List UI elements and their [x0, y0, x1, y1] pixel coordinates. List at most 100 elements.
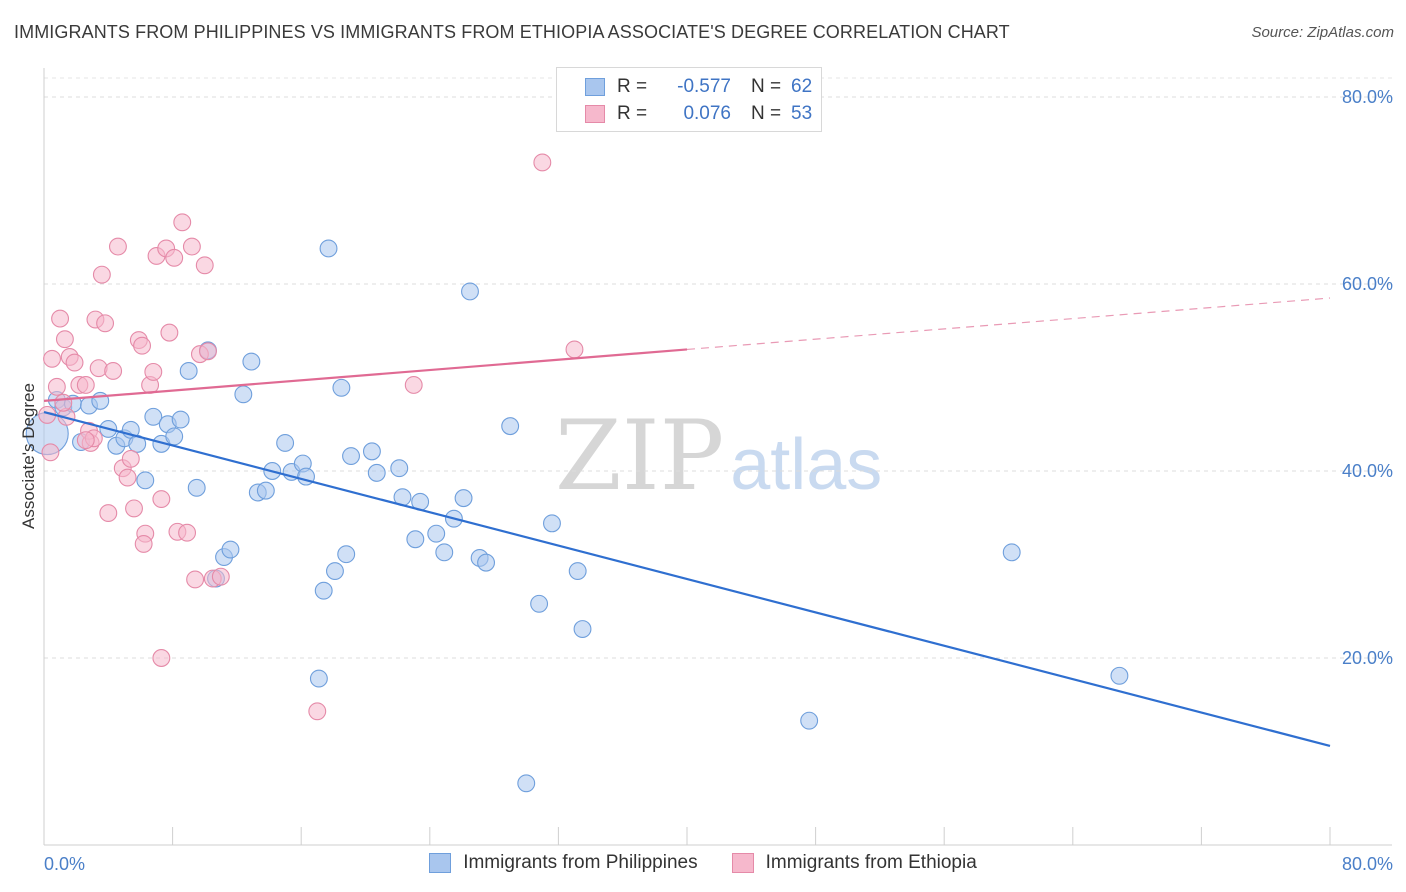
philippines-point [435, 543, 454, 562]
series-legend: Immigrants from Philippines Immigrants f… [0, 852, 1406, 874]
philippines-point [337, 545, 356, 564]
y-tick-label: 80.0% [1342, 87, 1393, 107]
n-value: 62 [791, 76, 813, 97]
philippines-point [501, 417, 520, 436]
ethiopia-point [195, 256, 214, 275]
legend-swatch-philippines [429, 853, 452, 873]
watermark: ZIPatlas [555, 400, 882, 512]
philippines-point [367, 463, 386, 482]
watermark-atlas: atlas [730, 425, 883, 505]
philippines-point [256, 481, 275, 500]
n-value: 53 [791, 103, 813, 124]
legend-swatch-ethiopia [731, 853, 754, 873]
ethiopia-point [55, 330, 74, 349]
philippines-point [314, 581, 333, 600]
ethiopia-point [92, 265, 111, 284]
philippines-point [187, 478, 206, 497]
axes [43, 68, 1392, 846]
ethiopia-point [134, 534, 153, 553]
philippines-point [144, 407, 163, 426]
ethiopia-point [152, 649, 171, 667]
philippines-point [342, 447, 360, 465]
philippines-point [517, 774, 536, 793]
tick-labels: 20.0% 40.0% 60.0% 80.0% 0.0% 80.0% Associate's… [19, 87, 1393, 874]
ethiopia-point [76, 376, 95, 394]
ethiopia-point [133, 336, 152, 355]
philippines-point [332, 378, 351, 397]
philippines-point [800, 711, 819, 730]
ethiopia-point [65, 353, 84, 372]
philippines-point [1002, 543, 1021, 562]
legend-row-ethiopia: R = 0.076 N = 53 [585, 101, 812, 127]
ethiopia-point [178, 523, 197, 542]
y-axis-title: Associate's Degree [19, 383, 38, 529]
r-value: 0.076 [683, 103, 731, 124]
r-label: R = [617, 103, 648, 124]
trend-line-philippines [43, 411, 1331, 747]
philippines-point [573, 620, 592, 638]
philippines-point [477, 553, 496, 572]
ethiopia-point [125, 499, 143, 518]
philippines-point [165, 427, 184, 446]
legend-swatch-ethiopia [585, 105, 605, 123]
legend-swatch-philippines [585, 78, 605, 96]
r-value: -0.577 [677, 76, 731, 97]
ethiopia-point [144, 362, 163, 381]
ethiopia-point [96, 314, 115, 333]
philippines-point [390, 459, 409, 478]
trend-lines [43, 297, 1331, 747]
legend-label-ethiopia: Immigrants from Ethiopia [765, 852, 977, 873]
philippines-point [406, 530, 425, 549]
data-points [25, 153, 1129, 793]
ethiopia-point [99, 504, 118, 523]
legend-label-philippines: Immigrants from Philippines [463, 852, 698, 873]
ethiopia-point [43, 349, 61, 368]
ethiopia-point [404, 376, 423, 394]
philippines-point [171, 410, 190, 429]
ethiopia-point [160, 323, 179, 342]
ethiopia-point [51, 309, 70, 328]
philippines-point [276, 434, 295, 452]
philippines-point [543, 514, 561, 533]
ethiopia-point [565, 340, 584, 359]
watermark-zip: ZIP [555, 400, 725, 512]
philippines-point [309, 669, 328, 688]
chart-title: IMMIGRANTS FROM PHILIPPINES VS IMMIGRANT… [14, 22, 1010, 42]
philippines-point [427, 524, 446, 543]
philippines-point [234, 385, 253, 404]
ethiopia-point [54, 393, 73, 412]
y-tick-label: 40.0% [1342, 461, 1393, 481]
philippines-point [242, 352, 261, 371]
philippines-point [319, 239, 338, 258]
philippines-point [362, 442, 381, 461]
philippines-point [1110, 666, 1129, 685]
philippines-point [568, 562, 587, 580]
ethiopia-point [199, 342, 217, 361]
ethiopia-point [118, 468, 137, 487]
legend-row-philippines: R = -0.577 N = 62 [585, 74, 812, 100]
n-label: N = [751, 76, 782, 97]
ethiopia-point [121, 449, 140, 468]
philippines-point [136, 471, 155, 490]
philippines-point [530, 594, 549, 613]
trend-line-ethiopia [43, 348, 688, 402]
x-tick-label: 0.0% [44, 854, 85, 874]
philippines-point [461, 282, 479, 301]
ethiopia-point [76, 431, 95, 450]
ethiopia-point [152, 490, 171, 508]
legend-item-ethiopia[interactable]: Immigrants from Ethiopia [731, 852, 977, 874]
ethiopia-point [47, 377, 66, 396]
ethiopia-point [173, 213, 192, 232]
philippines-point [326, 562, 344, 580]
ethiopia-point [211, 567, 230, 586]
legend-item-philippines[interactable]: Immigrants from Philippines [429, 852, 698, 874]
x-tick-label: 80.0% [1342, 854, 1393, 874]
stats-legend: R = -0.577 N = 62 R = 0.076 N = 53 [556, 67, 822, 132]
trend-line-ethiopia-extension [686, 297, 1331, 351]
y-tick-label: 20.0% [1342, 648, 1393, 668]
philippines-point [454, 489, 473, 508]
ethiopia-point [104, 362, 123, 380]
ethiopia-point [165, 248, 184, 267]
y-tick-label: 60.0% [1342, 274, 1393, 294]
